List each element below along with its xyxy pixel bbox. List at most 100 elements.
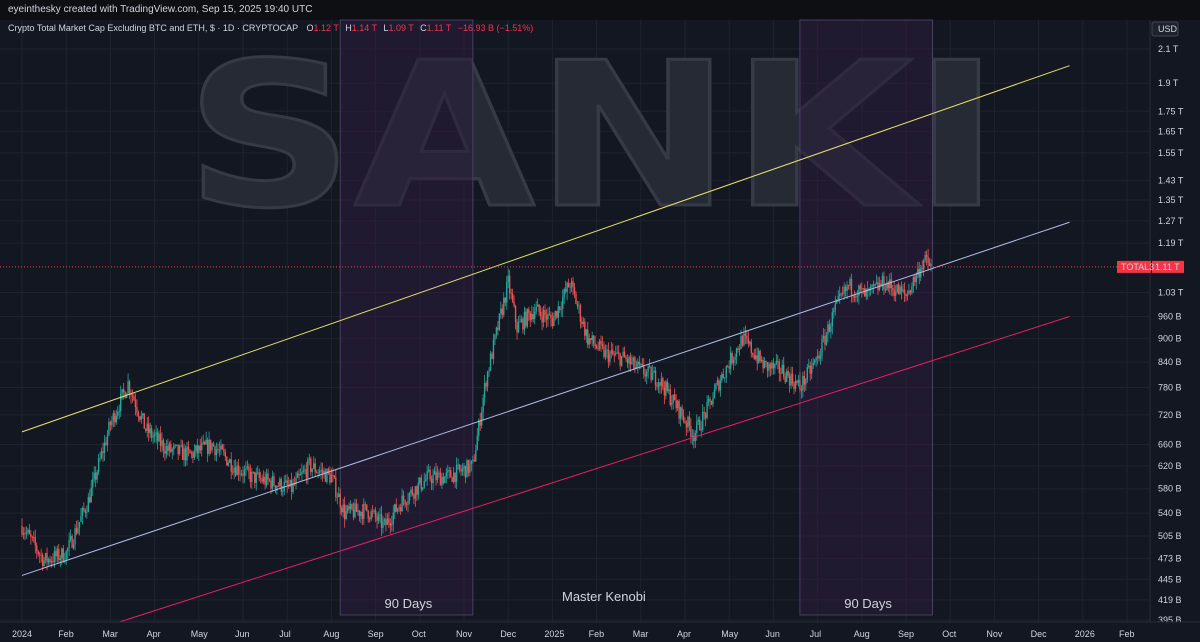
- candle-body: [286, 480, 288, 486]
- candle-body: [606, 349, 608, 351]
- candle-body: [199, 445, 201, 451]
- candle-body: [528, 309, 530, 313]
- candle-body: [112, 413, 115, 421]
- candle-body: [143, 413, 145, 429]
- candle-body: [579, 305, 582, 322]
- candle-body: [572, 281, 574, 287]
- candle-body: [33, 536, 35, 538]
- candle-body: [99, 457, 101, 459]
- candle-body: [587, 329, 589, 345]
- candle-body: [582, 321, 585, 324]
- candle-body: [451, 477, 453, 482]
- candle-body: [800, 389, 803, 391]
- candle-body: [637, 361, 639, 367]
- candle-body: [526, 309, 529, 327]
- candle-body: [31, 536, 34, 538]
- candle-body: [791, 373, 794, 384]
- candle-body: [78, 521, 81, 528]
- candle-body: [563, 289, 565, 298]
- candle-body: [813, 360, 816, 363]
- candle-body: [749, 341, 751, 344]
- candle-body: [373, 510, 375, 512]
- candle-body: [330, 475, 333, 483]
- candle-body: [167, 446, 169, 451]
- candle-body: [772, 362, 775, 369]
- candle-body: [607, 349, 610, 363]
- candle-body: [239, 473, 241, 475]
- candle-body: [313, 463, 315, 469]
- candle-body: [532, 313, 534, 319]
- candle-body: [336, 496, 338, 498]
- candle-body: [59, 558, 62, 561]
- candle-body: [861, 288, 863, 290]
- candle-body: [454, 472, 456, 482]
- candle-body: [725, 366, 727, 378]
- candle-body: [909, 290, 912, 293]
- candle-body: [862, 288, 864, 290]
- candle-body: [784, 376, 786, 382]
- candle-body: [889, 279, 891, 289]
- candle-body: [127, 381, 129, 394]
- candle-body: [346, 506, 349, 511]
- candle-body: [551, 318, 554, 326]
- candle-body: [345, 510, 347, 520]
- currency-button[interactable]: USD: [1151, 21, 1179, 37]
- candle-body: [395, 504, 397, 512]
- candle-body: [601, 343, 604, 346]
- candle-body: [718, 380, 720, 391]
- candle-body: [414, 486, 417, 499]
- candle-body: [925, 254, 928, 258]
- x-tick-label: Nov: [986, 629, 1003, 639]
- legend-change: −16.93 B (−1.51%): [458, 23, 534, 33]
- candle-body: [205, 439, 207, 445]
- candle-body: [534, 311, 536, 319]
- candle-body: [668, 389, 670, 391]
- candle-body: [850, 278, 853, 295]
- candle-body: [849, 278, 851, 286]
- candle-body: [265, 473, 268, 485]
- candle-body: [187, 446, 190, 451]
- candle-body: [43, 560, 45, 566]
- candle-body: [740, 336, 742, 349]
- candle-body: [102, 451, 104, 454]
- candle-body: [500, 308, 502, 314]
- candle-series: [21, 248, 932, 571]
- candle-body: [805, 379, 807, 385]
- candle-body: [486, 371, 489, 387]
- time-axis[interactable]: 2024 Feb Mar Apr May Jun Jul Aug Sep Oct Nov Dec 202…: [0, 621, 1200, 642]
- candle-body: [369, 518, 371, 520]
- candle-body: [482, 397, 484, 413]
- candle-body: [68, 539, 70, 549]
- candle-body: [841, 293, 844, 295]
- candle-body: [40, 554, 42, 556]
- candle-body: [36, 545, 38, 552]
- x-tick-label: Aug: [854, 629, 870, 639]
- candle-body: [900, 286, 903, 292]
- candle-body: [567, 282, 570, 288]
- candle-body: [856, 295, 859, 297]
- candle-body: [77, 527, 79, 534]
- channel-lines[interactable]: [21, 65, 1070, 624]
- candle-body: [189, 450, 191, 454]
- x-tick-label: Dec: [1031, 629, 1048, 639]
- candle-body: [254, 471, 256, 484]
- candle-body: [24, 533, 26, 535]
- candle-body: [50, 561, 53, 563]
- candle-body: [208, 439, 210, 454]
- price-axis[interactable]: 2.1 T 1.9 T 1.75 T 1.65 T 1.55 T 1.43 T 1.35 T…: [1149, 20, 1200, 625]
- candle-body: [656, 385, 658, 387]
- candle-body: [632, 357, 635, 362]
- candle-body: [467, 460, 470, 473]
- candle-body: [519, 321, 521, 323]
- candle-body: [846, 285, 848, 291]
- price-tag: TOTAL3 1.11 T: [1117, 260, 1184, 273]
- candle-body: [809, 365, 811, 374]
- candle-body: [475, 450, 477, 462]
- y-tick-label: 780 B: [1158, 382, 1182, 392]
- candle-body: [304, 469, 306, 471]
- candle-body: [648, 366, 651, 367]
- candle-body: [457, 464, 459, 466]
- candle-body: [902, 289, 904, 292]
- candle-body: [398, 507, 400, 509]
